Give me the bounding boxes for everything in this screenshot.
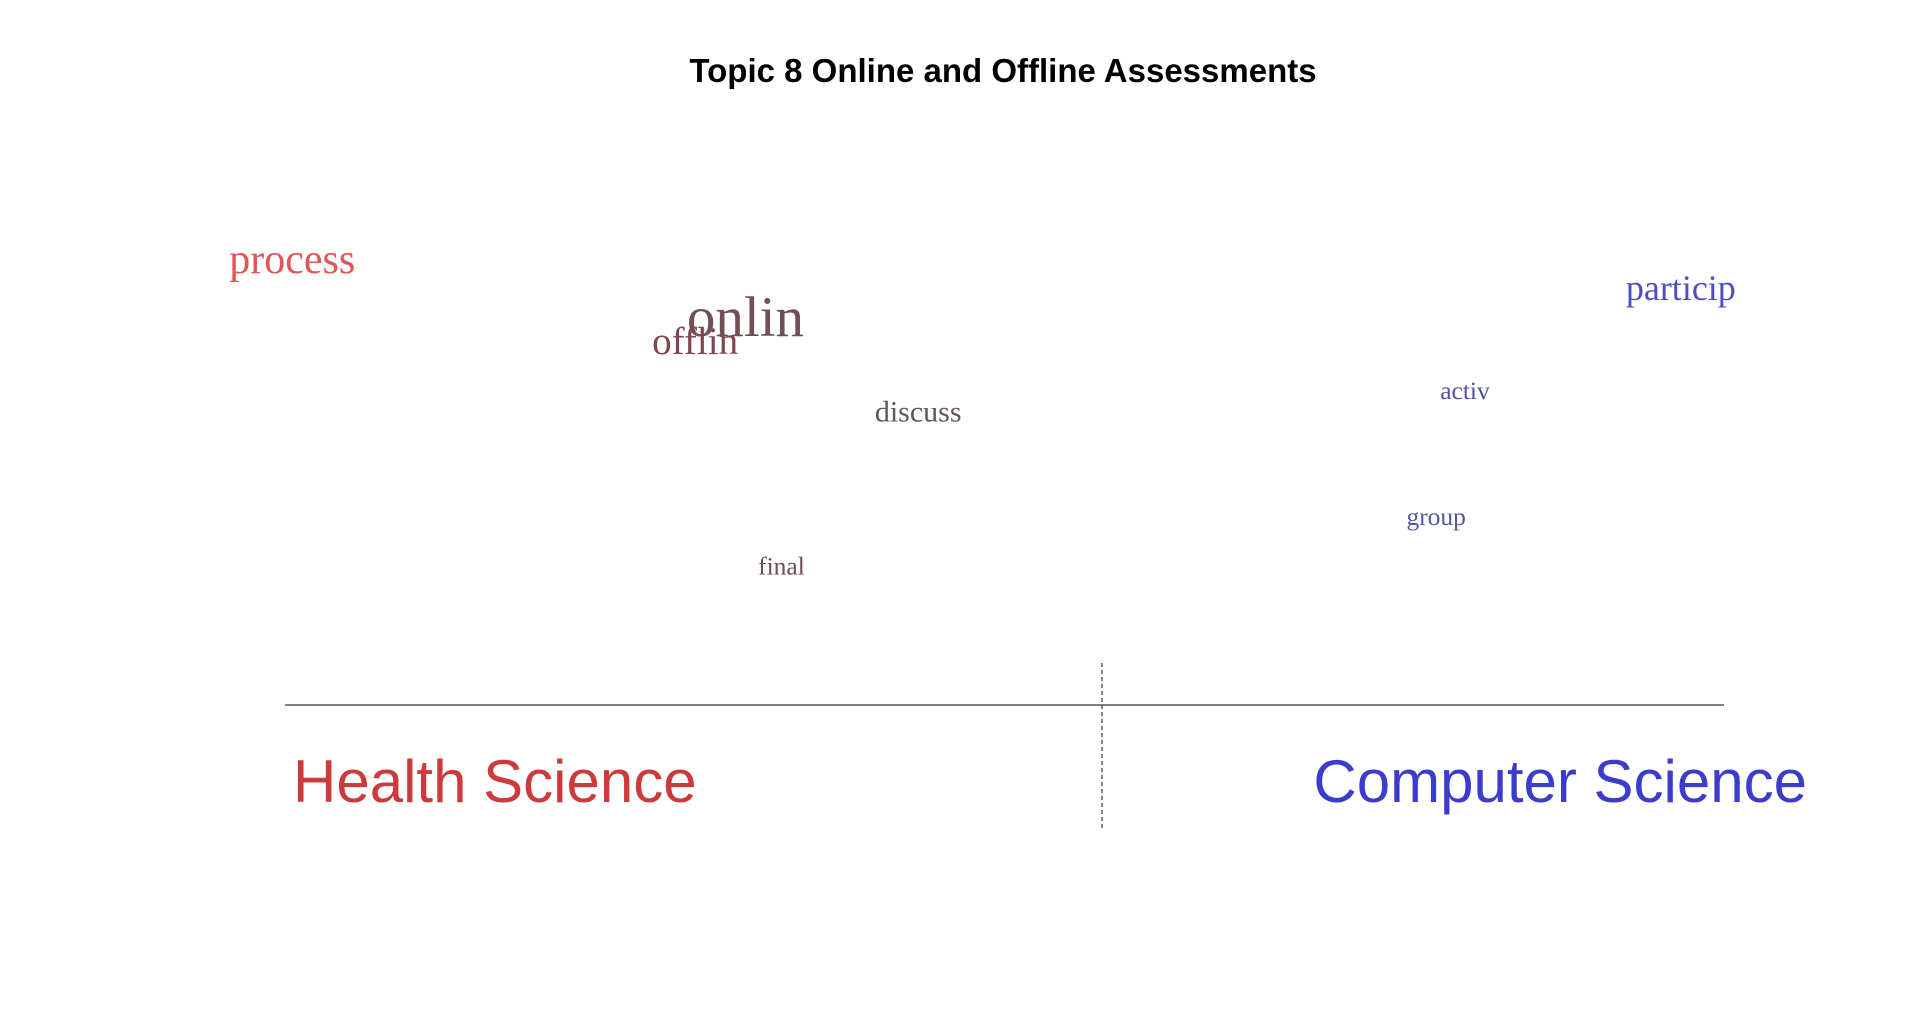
word-particip: particip: [1626, 268, 1736, 308]
word-final: final: [758, 552, 805, 581]
word-activ: activ: [1440, 376, 1490, 405]
chart-title: Topic 8 Online and Offline Assessments: [689, 52, 1316, 89]
word-discuss: discuss: [875, 396, 962, 429]
word-process: process: [229, 237, 355, 283]
group-label-computer-science: Computer Science: [1313, 748, 1807, 815]
word-group: group: [1406, 502, 1466, 531]
group-label-health-science: Health Science: [293, 748, 697, 815]
word-offlin: offlin: [652, 320, 738, 363]
word-onlin: onlin: [687, 286, 804, 349]
